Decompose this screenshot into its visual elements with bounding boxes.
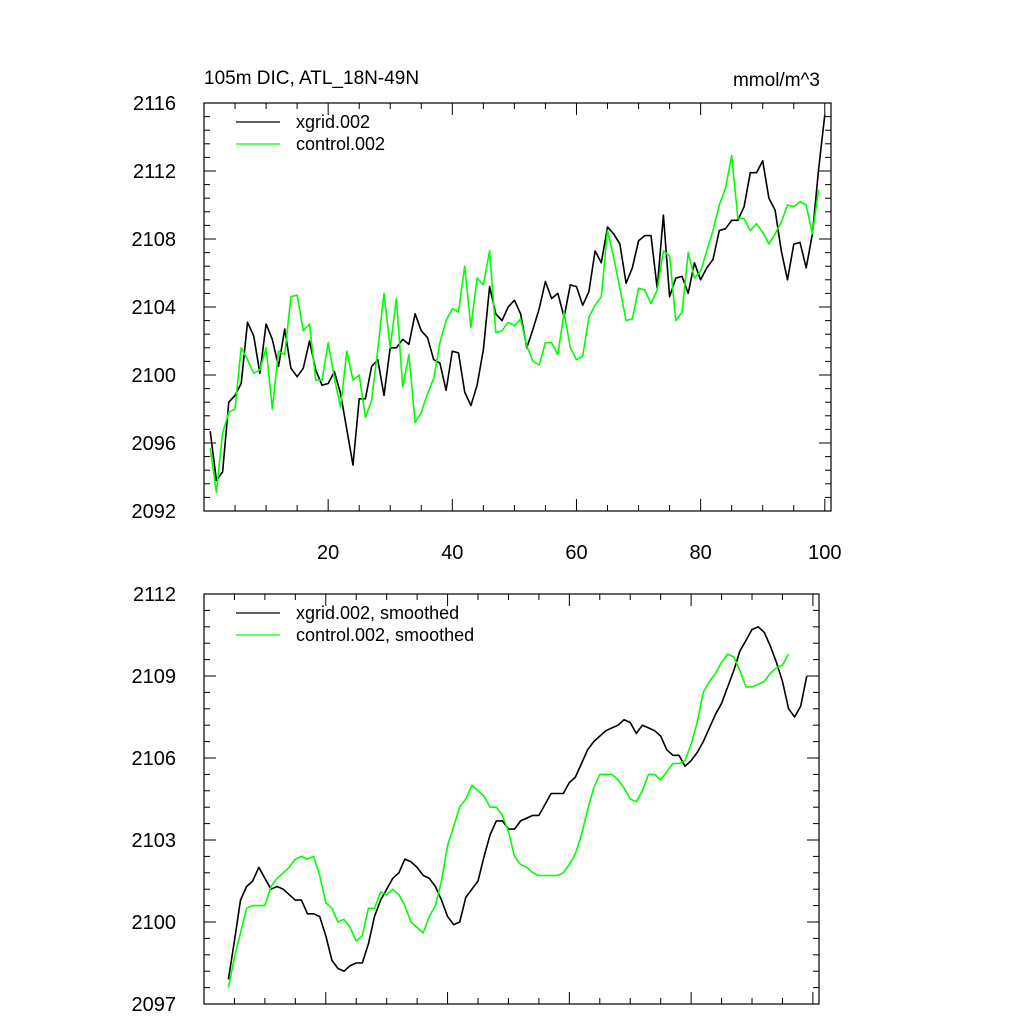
panel-title: 105m DIC, ATL_18N-49N — [204, 68, 419, 89]
top-xtick-label: 100 — [808, 542, 841, 564]
bottom-ytick-label: 2103 — [132, 830, 177, 852]
bottom-panel: 2097 2100 2103 2106 2109 2112 xgrid.002, smoo… — [132, 584, 820, 1016]
bottom-ytick-label: 2100 — [132, 912, 177, 934]
top-ytick-label: 2112 — [133, 161, 176, 183]
top-legend: xgrid.002 control.002 — [236, 112, 385, 154]
top-ytick-label: 2092 — [132, 501, 177, 523]
top-xtick-label: 40 — [441, 542, 463, 564]
legend-label-control-smoothed: control.002, smoothed — [296, 625, 474, 645]
bottom-ytick-label: 2097 — [132, 994, 177, 1016]
bottom-ytick-label: 2112 — [133, 584, 176, 606]
top-panel: 105m DIC, ATL_18N-49N mmol/m^3 20 40 60 80 1… — [132, 68, 842, 564]
top-lines — [209, 114, 826, 494]
bottom-axes: 2097 2100 2103 2106 2109 2112 — [132, 584, 819, 1016]
bottom-series-line-1 — [227, 653, 790, 988]
top-xtick-label: 60 — [565, 542, 587, 564]
top-xtick-label: 80 — [690, 542, 712, 564]
top-series-line-1 — [209, 154, 820, 494]
units-label: mmol/m^3 — [733, 70, 820, 91]
legend-label-xgrid: xgrid.002 — [296, 112, 370, 132]
bottom-series-line-0 — [227, 625, 808, 980]
top-axes: 20 40 60 80 100 2092 2096 2100 2104 2108 2112 2116 — [132, 93, 842, 564]
top-xtick-label: 20 — [317, 542, 339, 564]
legend-label-control: control.002 — [296, 134, 385, 154]
top-ytick-label: 2116 — [133, 93, 176, 115]
top-ytick-label: 2104 — [132, 297, 177, 319]
bottom-ytick-label: 2106 — [132, 748, 177, 770]
legend-label-xgrid-smoothed: xgrid.002, smoothed — [296, 603, 459, 623]
top-ytick-label: 2108 — [132, 229, 177, 251]
bottom-plot-frame — [203, 593, 820, 1005]
bottom-legend: xgrid.002, smoothed control.002, smoothe… — [236, 603, 474, 645]
top-ytick-label: 2096 — [132, 433, 177, 455]
bottom-lines — [227, 625, 808, 988]
bottom-ytick-label: 2109 — [132, 666, 177, 688]
top-ytick-label: 2100 — [132, 365, 177, 387]
